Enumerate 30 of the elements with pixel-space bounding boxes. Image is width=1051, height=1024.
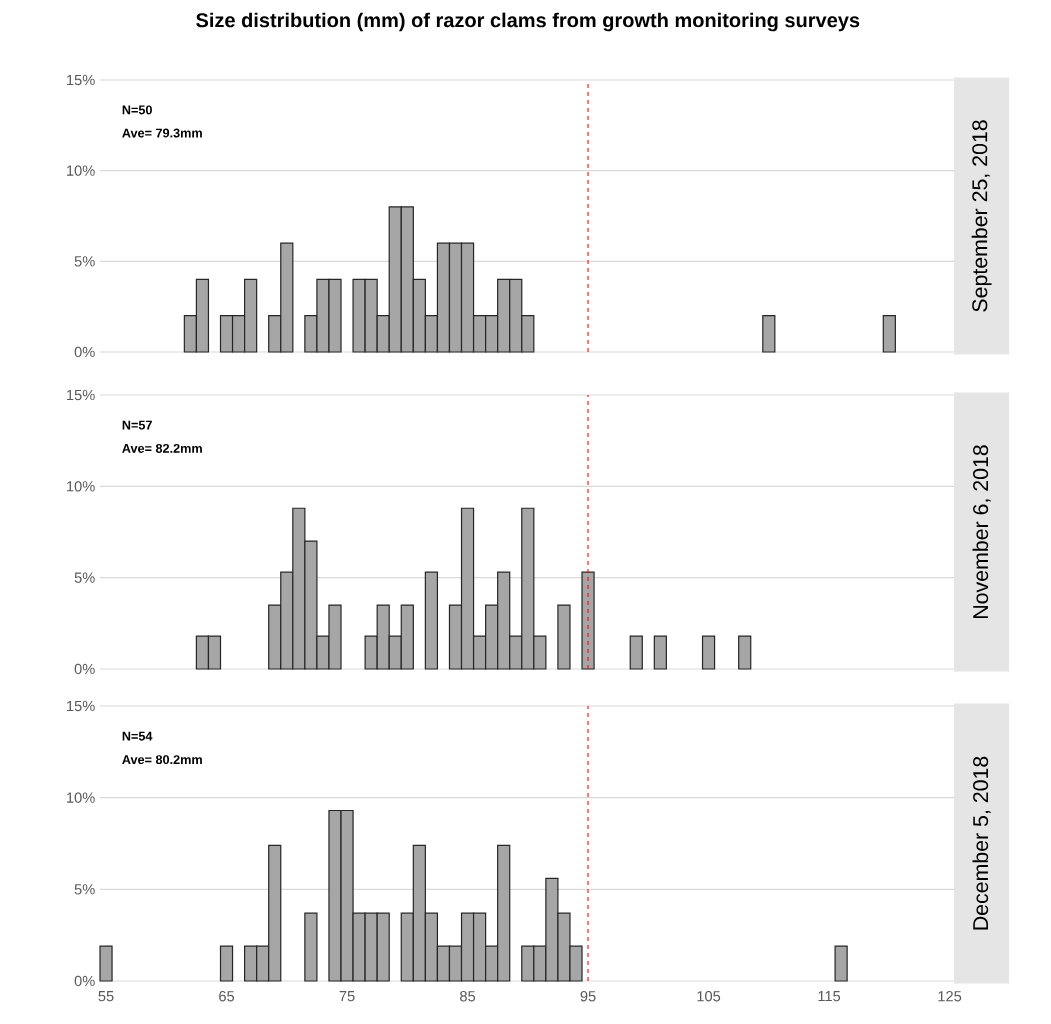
annotation: Ave= 82.2mm xyxy=(122,443,202,453)
y2-axis-title: December 5, 2018 xyxy=(972,756,991,930)
annotation: N=54 xyxy=(122,731,153,741)
x-tick-label: 115 xyxy=(818,991,841,1002)
annotation: N=57 xyxy=(122,420,152,430)
x-tick-label: 125 xyxy=(938,991,962,1002)
y-tick-label: 5% xyxy=(74,572,95,583)
annotation: Ave= 80.2mm xyxy=(122,755,202,765)
y-tick-label: 15% xyxy=(67,74,95,86)
y2-axis-title: September 25, 2018 xyxy=(971,120,992,312)
y-tick-label: 10% xyxy=(67,481,95,492)
y-tick-label: 10% xyxy=(67,792,95,803)
annotation: N=50 xyxy=(122,105,152,115)
y-tick-label: 15% xyxy=(67,389,95,401)
annotation: Ave= 79.3mm xyxy=(122,128,202,138)
x-tick-label: 65 xyxy=(219,991,235,1002)
x-tick-label: 105 xyxy=(697,991,721,1002)
y-tick-label: 5% xyxy=(74,256,95,267)
y-tick-label: 0% xyxy=(74,975,95,987)
y-tick-label: 0% xyxy=(74,346,95,358)
x-tick-label: 55 xyxy=(98,991,114,1002)
x-tick-label: 75 xyxy=(339,991,355,1002)
y-tick-label: 15% xyxy=(67,700,95,712)
chart-title: Size distribution (mm) of razor clams from growth monitoring surveys xyxy=(196,12,860,32)
x-tick-label: 95 xyxy=(580,991,596,1002)
x-tick-label: 85 xyxy=(460,991,476,1002)
y-tick-label: 10% xyxy=(67,165,95,176)
y-tick-label: 5% xyxy=(74,884,95,895)
y2-axis-title: November 6, 2018 xyxy=(972,445,991,618)
y-tick-label: 0% xyxy=(74,663,95,675)
